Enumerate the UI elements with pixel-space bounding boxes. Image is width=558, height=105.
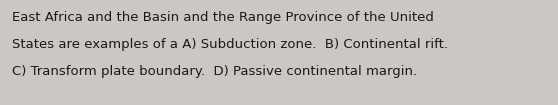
Text: States are examples of a A) Subduction zone.  B) Continental rift.: States are examples of a A) Subduction z… [12, 38, 448, 51]
Text: C) Transform plate boundary.  D) Passive continental margin.: C) Transform plate boundary. D) Passive … [12, 65, 417, 78]
Text: East Africa and the Basin and the Range Province of the United: East Africa and the Basin and the Range … [12, 11, 434, 24]
